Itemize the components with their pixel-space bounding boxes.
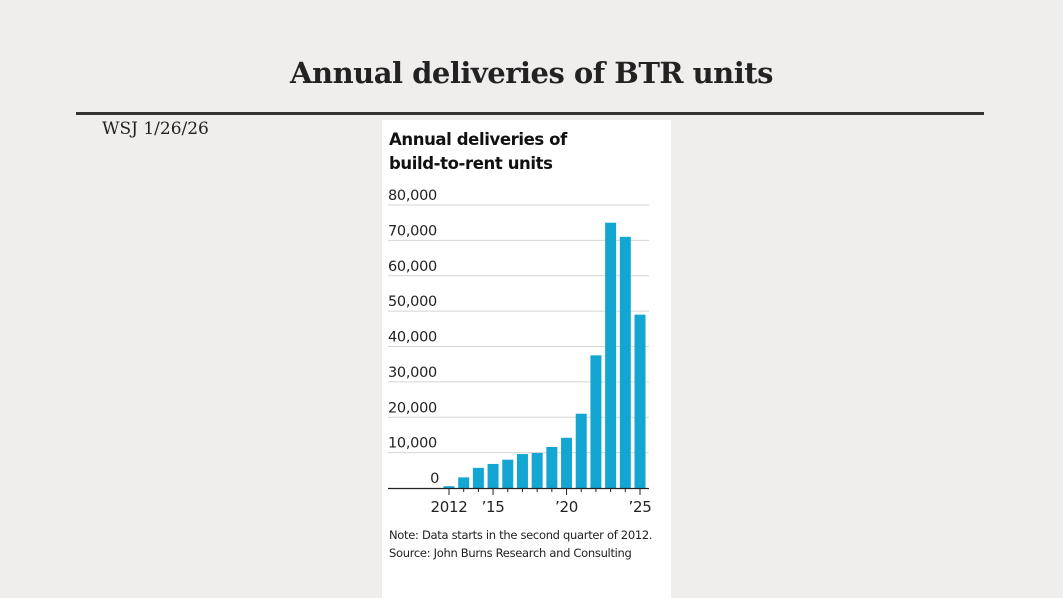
y-tick-label: 80,000 bbox=[388, 188, 437, 204]
bar-2018 bbox=[531, 452, 543, 488]
bar-2017 bbox=[516, 454, 528, 488]
title-divider bbox=[76, 112, 984, 115]
y-tick-label: 40,000 bbox=[388, 330, 437, 346]
x-tick-label: ’25 bbox=[629, 498, 652, 516]
chart-title-line-2: build-to-rent units bbox=[389, 154, 553, 173]
chart-footnote: Note: Data starts in the second quarter … bbox=[389, 526, 653, 562]
y-tick-label: 60,000 bbox=[388, 259, 437, 275]
chart-title: Annual deliveries of build-to-rent units bbox=[389, 128, 567, 176]
y-tick-label: 0 bbox=[430, 471, 439, 487]
x-tick-label: ’15 bbox=[482, 498, 505, 516]
slide-title: Annual deliveries of BTR units bbox=[290, 56, 774, 90]
chart-source: Source: John Burns Research and Consulti… bbox=[389, 546, 632, 560]
bar-chart: 80,000 70,000 60,000 50,000 40,000 30,000 20,0… bbox=[388, 188, 652, 516]
chart-card: Annual deliveries of build-to-rent units… bbox=[382, 120, 671, 598]
y-tick-label: 20,000 bbox=[388, 400, 437, 416]
bar-2015 bbox=[487, 463, 499, 488]
bar-2016 bbox=[502, 459, 514, 488]
y-tick-label: 70,000 bbox=[388, 223, 437, 239]
bar-2019 bbox=[546, 446, 558, 488]
y-tick-label: 50,000 bbox=[388, 294, 437, 310]
bars bbox=[443, 222, 646, 488]
bar-2025 bbox=[634, 314, 646, 488]
chart-note: Note: Data starts in the second quarter … bbox=[389, 528, 653, 542]
x-tick-label: 2012 bbox=[431, 498, 468, 516]
bar-2023 bbox=[605, 222, 617, 488]
bar-2014 bbox=[472, 467, 484, 488]
x-tick-label: ’20 bbox=[555, 498, 578, 516]
bar-2013 bbox=[458, 477, 470, 488]
bar-2022 bbox=[590, 355, 602, 488]
source-date-note: WSJ 1/26/26 bbox=[102, 119, 209, 139]
bar-2021 bbox=[575, 413, 587, 488]
chart-title-line-1: Annual deliveries of bbox=[389, 130, 567, 149]
bar-2024 bbox=[619, 236, 631, 488]
bar-2020 bbox=[561, 437, 573, 488]
y-axis-labels: 80,000 70,000 60,000 50,000 40,000 30,000 20,0… bbox=[388, 188, 439, 487]
bar-2012 bbox=[443, 486, 455, 488]
y-tick-label: 30,000 bbox=[388, 365, 437, 381]
x-axis: 2012 ’15 ’20 ’25 bbox=[388, 487, 652, 516]
y-tick-label: 10,000 bbox=[388, 436, 437, 452]
